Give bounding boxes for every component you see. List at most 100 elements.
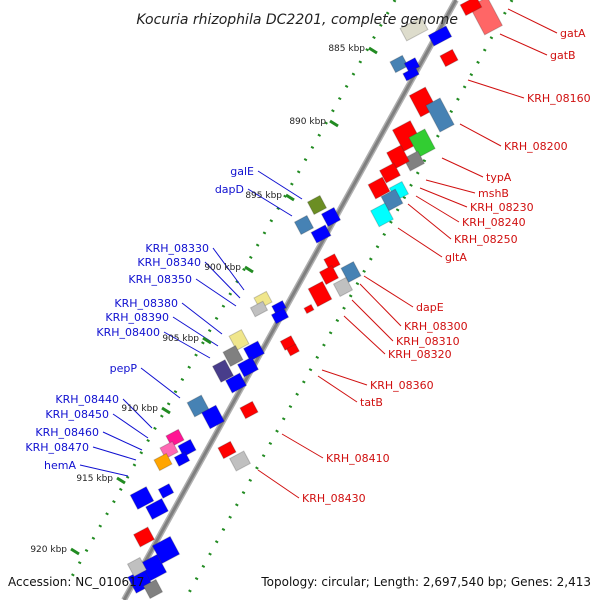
gene-feature xyxy=(306,194,328,216)
gene-feature xyxy=(159,440,179,460)
gene-feature xyxy=(439,48,459,68)
gene-feature xyxy=(402,66,420,82)
reverse-gene-label: KRH_08400 xyxy=(96,326,160,339)
forward-gene-label: KRH_08430 xyxy=(302,492,366,505)
forward-gene-label: KRH_08360 xyxy=(370,379,434,392)
reverse-leader xyxy=(112,413,149,439)
reverse-leader xyxy=(79,464,129,477)
forward-gene-label: KRH_08300 xyxy=(404,320,468,333)
forward-gene-label: KRH_08320 xyxy=(388,348,452,361)
kbp-tick-mark xyxy=(329,119,339,128)
gene-feature xyxy=(408,128,436,158)
gene-feature xyxy=(425,97,455,133)
gene-feature xyxy=(286,343,300,357)
gene-feature xyxy=(386,144,410,170)
reverse-gene-label: KRH_08330 xyxy=(145,242,209,255)
gene-feature xyxy=(126,556,148,578)
forward-leader xyxy=(467,79,525,99)
kbp-tick-label: 905 kbp xyxy=(162,334,199,344)
forward-gene-label: gatB xyxy=(550,49,576,62)
gene-feature xyxy=(402,150,426,172)
reverse-gene-label: KRH_08390 xyxy=(105,311,169,324)
gene-feature xyxy=(459,0,483,17)
gene-feature xyxy=(303,303,315,315)
forward-leader xyxy=(507,8,558,34)
forward-leader xyxy=(415,195,460,223)
gene-features xyxy=(126,0,504,600)
forward-leader xyxy=(499,33,548,56)
kbp-tick-mark xyxy=(70,547,80,556)
reverse-leader xyxy=(140,367,181,399)
gene-feature xyxy=(236,356,260,378)
reverse-leader xyxy=(181,302,223,335)
forward-leader xyxy=(343,315,386,355)
forward-gene-label: mshB xyxy=(478,187,509,200)
gene-feature xyxy=(310,224,332,244)
gene-feature xyxy=(249,300,269,318)
gene-feature xyxy=(389,54,409,74)
gene-feature xyxy=(201,404,225,430)
kbp-tick-label: 885 kbp xyxy=(328,44,365,54)
reverse-leader xyxy=(212,247,245,291)
gene-feature xyxy=(323,253,341,271)
gene-feature xyxy=(340,260,362,284)
gene-feature xyxy=(378,162,402,184)
reverse-leader xyxy=(92,446,137,461)
gene-feature xyxy=(293,214,315,236)
reverse-gene-label: hemA xyxy=(44,459,76,472)
kbp-tick-mark xyxy=(244,265,254,274)
gene-feature xyxy=(239,400,259,420)
reverse-gene-label: galE xyxy=(230,165,254,178)
reverse-leader xyxy=(204,261,241,299)
forward-gene-label: KRH_08160 xyxy=(527,92,591,105)
forward-leader xyxy=(351,299,394,342)
kbp-tick-label: 890 kbp xyxy=(289,117,326,127)
kbp-tick-mark xyxy=(285,193,295,202)
forward-gene-label: tatB xyxy=(360,396,383,409)
reverse-gene-label: KRH_08340 xyxy=(137,256,201,269)
kbp-tick-label: 910 kbp xyxy=(121,404,158,414)
reverse-gene-label: dapD xyxy=(215,183,244,196)
genome-title: Kocuria rhizophila DC2201, complete geno… xyxy=(136,12,458,28)
gene-feature xyxy=(211,359,235,383)
forward-leader xyxy=(425,179,476,194)
forward-leader xyxy=(459,123,502,147)
gene-feature xyxy=(228,450,252,472)
reverse-leader xyxy=(195,278,237,307)
forward-leader xyxy=(321,369,368,386)
forward-gene-label: KRH_08200 xyxy=(504,140,568,153)
gene-feature xyxy=(399,16,429,42)
gene-feature xyxy=(142,578,164,600)
reverse-leader xyxy=(257,170,303,200)
tick-track-1 xyxy=(183,0,514,600)
kbp-tick-mark xyxy=(116,476,126,485)
kbp-tick-dots xyxy=(68,0,514,600)
gene-feature xyxy=(367,176,391,200)
kbp-tick-mark xyxy=(202,336,212,345)
gene-feature xyxy=(320,206,342,228)
reverse-gene-label: KRH_08350 xyxy=(128,273,192,286)
topology-text: Topology: circular; Length: 2,697,540 bp… xyxy=(260,575,591,589)
gene-feature xyxy=(332,276,354,298)
reverse-leader xyxy=(122,398,153,429)
gene-feature xyxy=(173,451,191,467)
forward-leader xyxy=(407,203,452,240)
forward-leader xyxy=(419,187,468,208)
kbp-tick-label: 900 kbp xyxy=(204,263,241,273)
forward-gene-label: KRH_08250 xyxy=(454,233,518,246)
forward-gene-label: dapE xyxy=(416,301,444,314)
forward-leader xyxy=(397,227,443,258)
forward-gene-label: gatA xyxy=(560,27,586,40)
forward-leader xyxy=(441,157,484,178)
reverse-gene-label: KRH_08470 xyxy=(25,441,89,454)
forward-gene-label: KRH_08310 xyxy=(396,335,460,348)
gene-feature xyxy=(228,328,250,352)
kbp-tick-label: 915 kbp xyxy=(76,474,113,484)
gene-feature xyxy=(270,307,290,325)
label-leaders xyxy=(79,8,558,499)
forward-leader xyxy=(317,375,358,403)
gene-feature xyxy=(242,340,266,362)
